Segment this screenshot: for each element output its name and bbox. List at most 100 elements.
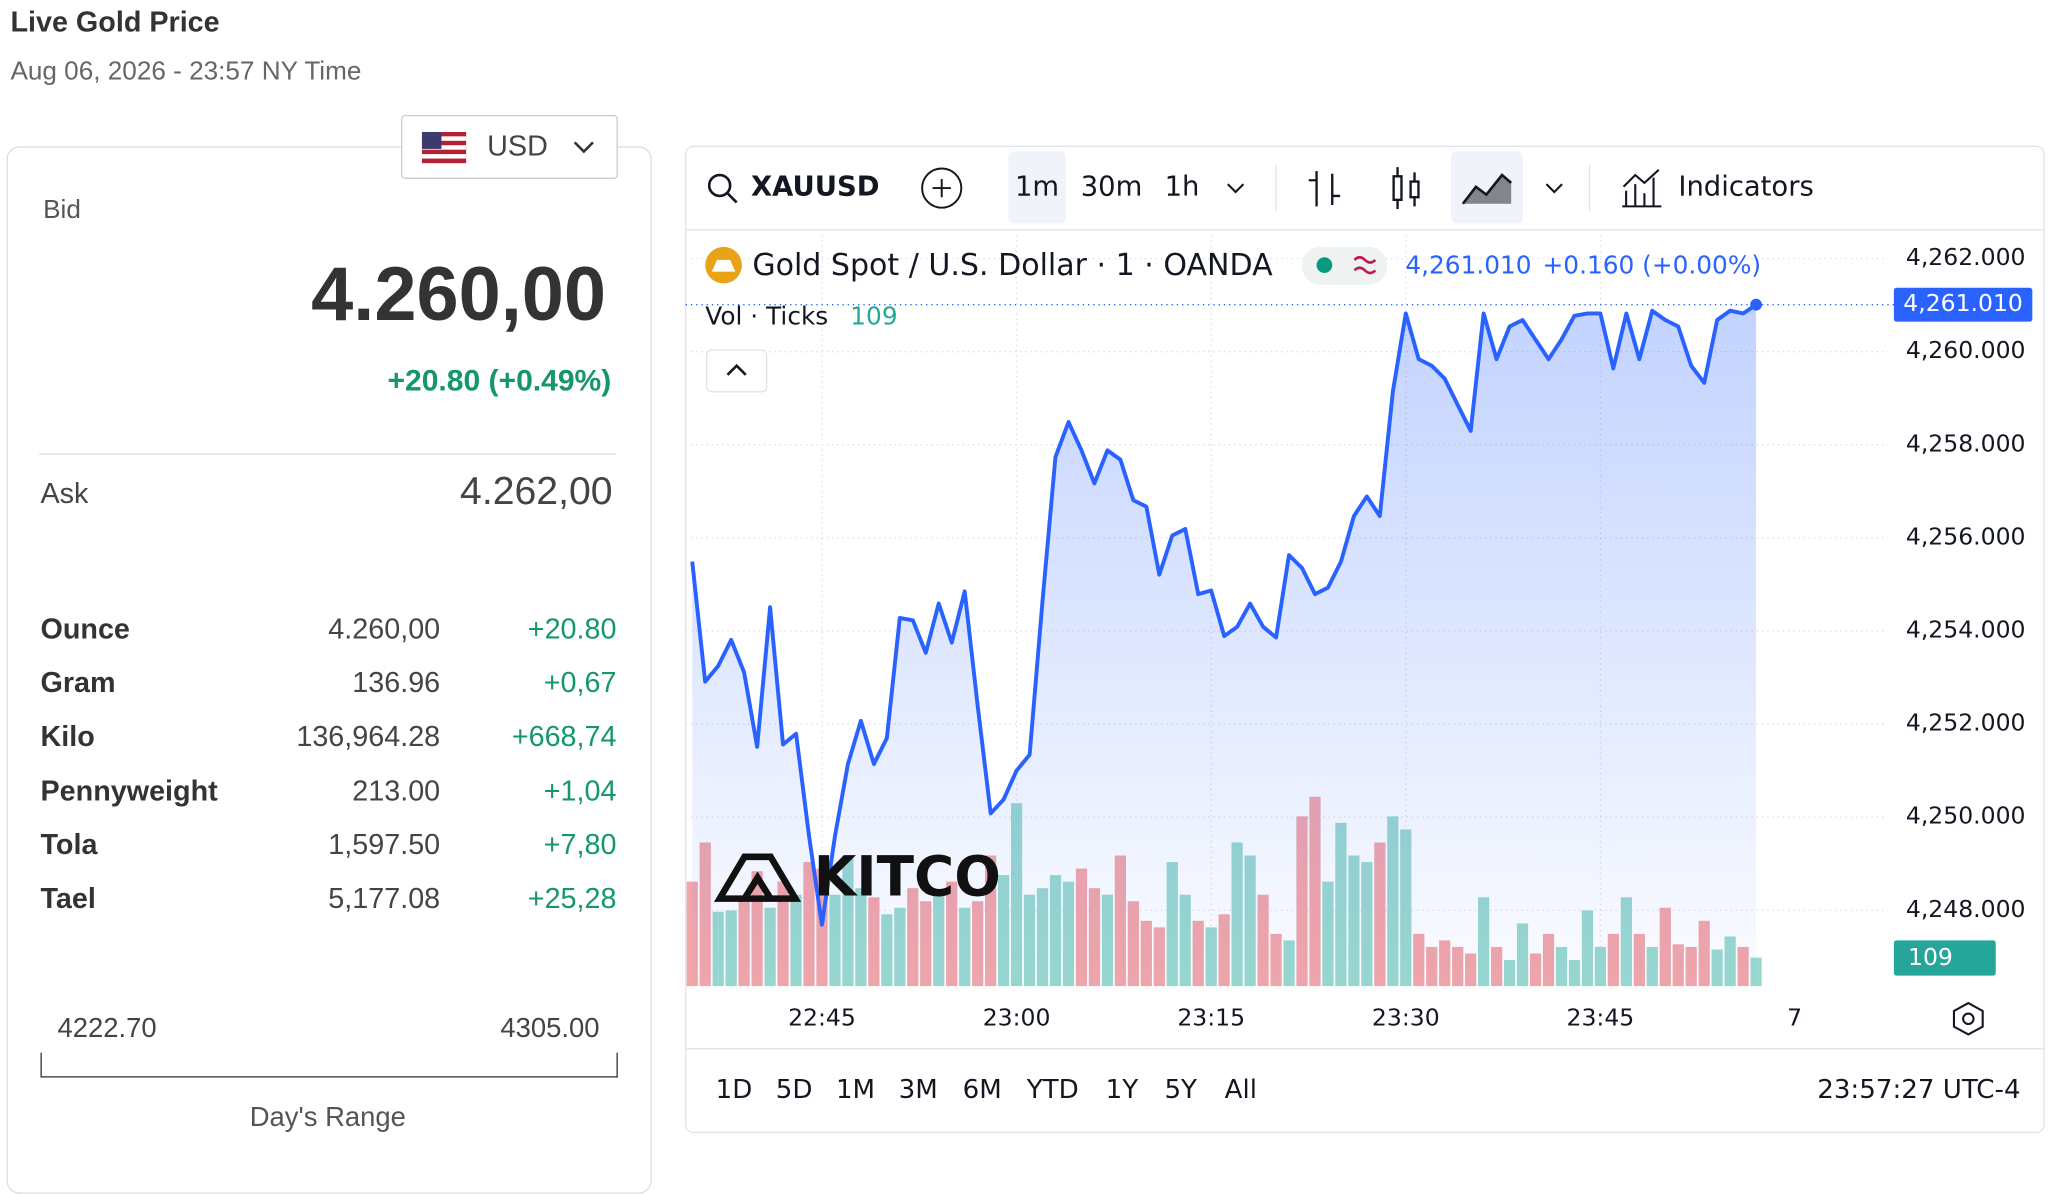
range-bar (40, 1052, 618, 1078)
clock: 23:57:27 UTC-4 (1817, 1075, 2020, 1105)
last-change: +0.160 (+0.00%) (1543, 250, 1762, 279)
page: Live Gold Price Aug 06, 2026 - 23:57 NY … (6, 5, 2045, 1194)
kitco-watermark: KITCO (713, 844, 1001, 908)
unit-price: 136,964.28 (296, 720, 441, 753)
x-tick-label: 7 (1787, 1003, 1802, 1031)
settings-icon-dot (1962, 1012, 1975, 1026)
unit-change: +668,74 (511, 720, 617, 753)
y-tick-label: 4,254.000 (1906, 615, 2026, 643)
collapse-legend-button[interactable] (705, 349, 768, 393)
volume-badge-text: 109 (1908, 943, 1953, 971)
y-tick-label: 4,258.000 (1906, 429, 2026, 457)
unit-name: Tael (40, 881, 96, 915)
indicators-button[interactable]: Indicators (1622, 169, 1814, 208)
unit-change: +20.80 (527, 612, 617, 646)
ask-label: Ask (40, 476, 89, 510)
y-tick-label: 4,252.000 (1906, 709, 2026, 737)
y-tick-label: 4,248.000 (1906, 895, 2026, 923)
unit-change: +1,04 (543, 773, 617, 807)
x-tick-label: 23:15 (1177, 1003, 1245, 1031)
plot: 4,248.000 4,250.000 4,252.000 4,254.000 4,25… (685, 235, 2033, 1031)
currency-select[interactable]: USD (400, 114, 618, 179)
interval-button[interactable]: 1h (1165, 172, 1200, 203)
area-style-icon (1462, 175, 1512, 204)
page-title: Live Gold Price (10, 5, 220, 38)
watermark-text: KITCO (814, 844, 1001, 908)
unit-price: 136.96 (352, 666, 441, 700)
caret (726, 363, 747, 376)
volume-badge (1893, 940, 1996, 976)
series-title: Gold Spot / U.S. Dollar · 1 · OANDA (752, 248, 1273, 283)
range-button[interactable]: 5D (776, 1075, 813, 1105)
stage: Live Gold Price Aug 06, 2026 - 23:57 NY … (6, 5, 2045, 1194)
flag-icon (421, 131, 467, 164)
unit-name: Gram (40, 666, 116, 700)
area-fill (692, 304, 1757, 987)
indicators-label: Indicators (1678, 172, 1813, 203)
currency-label: USD (487, 129, 548, 162)
status-pill (1302, 246, 1388, 285)
ask-price: 4.262,00 (460, 470, 613, 514)
range-buttons: 1D 5D 1M 3M 6M YTD 1Y 5Y All (716, 1075, 1257, 1105)
range-high: 4305.00 (500, 1013, 600, 1044)
y-tick-label: 4,256.000 (1906, 522, 2026, 550)
range-low: 4222.70 (57, 1013, 157, 1044)
delayed-icon (1353, 256, 1377, 275)
area-style-icon (1461, 173, 1513, 205)
price-line (690, 303, 1758, 927)
range-button[interactable]: 5Y (1164, 1075, 1197, 1105)
unit-price: 4.260,00 (328, 612, 441, 646)
unit-price: 5,177.08 (328, 881, 441, 915)
candles-style-button[interactable] (1392, 167, 1420, 209)
interval-button[interactable]: 30m (1081, 172, 1143, 203)
style-menu[interactable] (1545, 183, 1563, 194)
range-button[interactable]: 3M (899, 1075, 938, 1105)
volume-legend-value: 109 (850, 301, 897, 330)
search-button[interactable]: XAUUSD (707, 172, 880, 204)
last-point (1750, 298, 1762, 311)
x-tick-label: 23:00 (983, 1003, 1051, 1031)
interval-menu[interactable] (1227, 183, 1245, 194)
y-tick-label: 4,262.000 (1906, 243, 2026, 271)
unit-change: +7,80 (543, 827, 617, 861)
range-button[interactable]: 1D (716, 1075, 753, 1105)
chart-widget: 4,248.000 4,250.000 4,252.000 4,254.000 4,25… (685, 145, 2045, 1134)
range-button[interactable]: 6M (963, 1075, 1002, 1105)
range-button[interactable]: YTD (1026, 1075, 1079, 1105)
add-symbol-button[interactable] (921, 167, 963, 209)
unit-name: Ounce (40, 612, 130, 646)
unit-price: 1,597.50 (328, 827, 441, 861)
market-open-dot (1316, 257, 1333, 273)
last-price-badge (1893, 287, 2033, 322)
x-tick-label: 23:30 (1372, 1003, 1440, 1031)
divider (39, 453, 617, 455)
volume-bar (1750, 957, 1762, 987)
interval-button[interactable]: 1m (1015, 172, 1059, 203)
bid-label: Bid (43, 195, 81, 225)
volume-legend: Vol · Ticks (705, 301, 828, 330)
range-button[interactable]: 1M (836, 1075, 875, 1105)
chevron (573, 141, 594, 154)
range-button[interactable]: 1Y (1106, 1075, 1139, 1105)
bid-change: +20.80 (+0.49%) (387, 363, 612, 398)
unit-change: +25,28 (527, 881, 617, 915)
bars-style-button[interactable] (1308, 171, 1341, 207)
unit-name: Tola (40, 827, 98, 861)
unit-change: +0,67 (543, 666, 617, 700)
x-tick-label: 23:45 (1567, 1003, 1635, 1031)
chart-settings-button[interactable] (1952, 1001, 1984, 1036)
symbol-logo-bars (711, 259, 736, 272)
last-price: 4,261.010 (1405, 250, 1531, 279)
bid-price: 4.260,00 (311, 252, 607, 337)
unit-name: Kilo (40, 720, 95, 753)
timestamp: Aug 06, 2026 - 23:57 NY Time (10, 57, 362, 87)
range-caption: Day's Range (249, 1102, 406, 1133)
y-tick-label: 4,260.000 (1906, 336, 2026, 364)
interval-selected-bg (1008, 151, 1066, 224)
unit-name: Pennyweight (40, 773, 218, 807)
last-price-badge-text: 4,261.010 (1903, 289, 2023, 317)
range-button[interactable]: All (1225, 1075, 1257, 1105)
unit-price: 213.00 (352, 773, 441, 807)
area-style-selected[interactable] (1451, 151, 1523, 224)
y-tick-label: 4,250.000 (1906, 802, 2026, 830)
